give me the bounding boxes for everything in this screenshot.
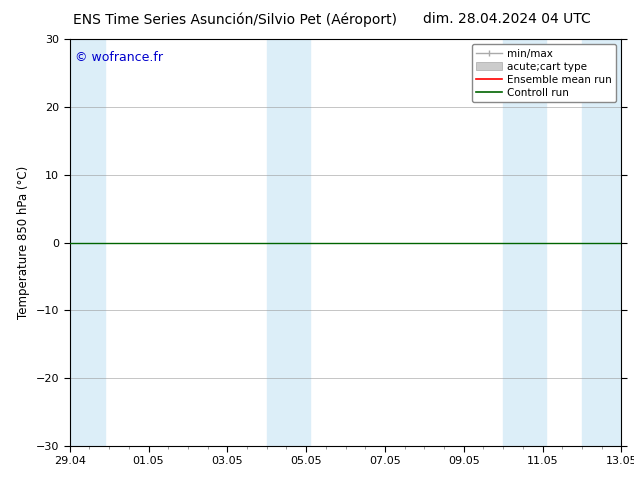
Bar (582, 39, 621, 446)
Y-axis label: Temperature 850 hPa (°C): Temperature 850 hPa (°C) (17, 166, 30, 319)
Text: © wofrance.fr: © wofrance.fr (75, 51, 164, 64)
Bar (503, 39, 547, 446)
Bar (70, 39, 105, 446)
Text: dim. 28.04.2024 04 UTC: dim. 28.04.2024 04 UTC (424, 12, 591, 26)
Text: ENS Time Series Asunción/Silvio Pet (Aéroport): ENS Time Series Asunción/Silvio Pet (Aér… (72, 12, 397, 27)
Bar (267, 39, 310, 446)
Legend: min/max, acute;cart type, Ensemble mean run, Controll run: min/max, acute;cart type, Ensemble mean … (472, 45, 616, 102)
